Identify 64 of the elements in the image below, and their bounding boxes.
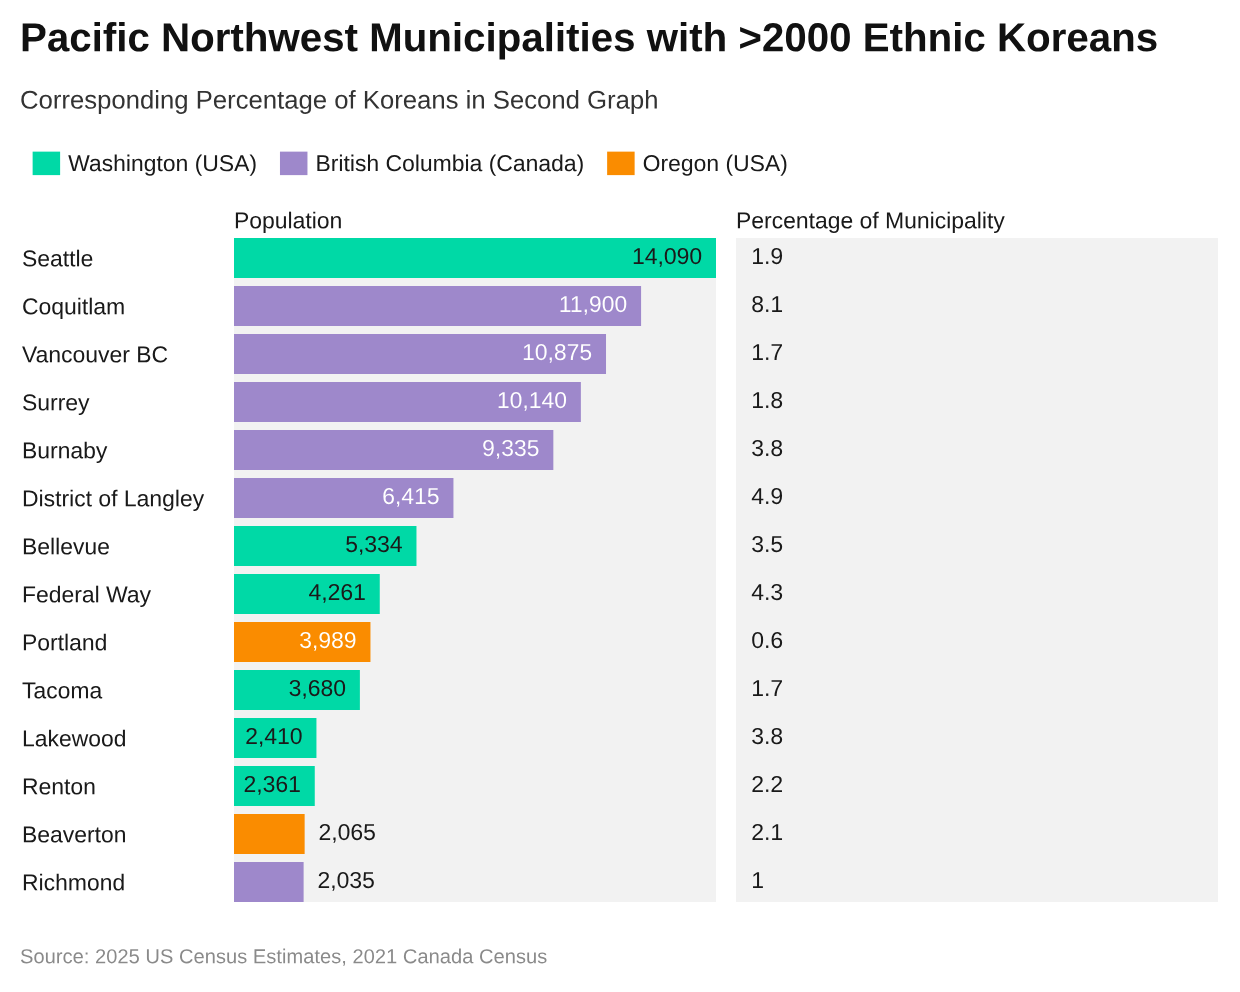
data-label: 9,335 xyxy=(483,439,539,459)
data-label: 14,090 xyxy=(633,247,702,267)
data-label: 10,140 xyxy=(498,391,567,411)
data-label: 2,410 xyxy=(246,727,302,747)
bar xyxy=(234,622,371,662)
y-tick-label: District of Langley xyxy=(23,489,205,512)
y-tick-label: Beaverton xyxy=(23,826,125,843)
y-tick-label: Coquitlam xyxy=(23,297,124,320)
data-label: 4.9 xyxy=(751,487,783,505)
y-tick-label: Portland xyxy=(23,633,106,651)
bar xyxy=(234,574,380,614)
data-label: 6,415 xyxy=(383,487,439,507)
y-tick-label: Tacoma xyxy=(22,682,103,699)
bar xyxy=(234,334,607,374)
text: Percentage of Municipality xyxy=(737,211,1005,234)
bar xyxy=(234,286,642,326)
data-label: 1.7 xyxy=(753,344,782,360)
x-axis-title: Population xyxy=(235,211,341,234)
data-label: 2.2 xyxy=(752,775,782,792)
bar xyxy=(234,862,304,902)
bar xyxy=(234,766,315,806)
y-tick-label: Richmond xyxy=(23,873,124,891)
bar xyxy=(234,430,554,470)
y-tick-label: Surrey xyxy=(23,394,90,416)
bar xyxy=(234,670,360,710)
source-note: Source: 2025 US Census Estimates, 2021 Canada Census xyxy=(20,948,547,966)
y-tick-label: Renton xyxy=(23,778,95,795)
y-tick-label: Federal Way xyxy=(23,585,151,608)
bar xyxy=(234,238,716,278)
data-label: 2.1 xyxy=(752,823,783,840)
data-label: 2,361 xyxy=(244,775,300,795)
data-label: 10,875 xyxy=(523,343,592,363)
y-tick-label: Burnaby xyxy=(23,441,108,464)
data-label: 2,065 xyxy=(319,823,375,843)
y-tick-label: Vancouver BC xyxy=(22,346,168,363)
data-label: 1.9 xyxy=(753,247,783,265)
y-tick-label: Bellevue xyxy=(23,537,109,555)
bar xyxy=(234,478,454,518)
data-label: 1 xyxy=(753,872,763,888)
legend-label: Washington (USA) xyxy=(68,154,256,176)
chart-subtitle: Corresponding Percentage of Koreans in Second Graph xyxy=(21,90,657,114)
data-label: 4.3 xyxy=(751,583,783,601)
data-label: 3.8 xyxy=(752,727,783,745)
data-label: 0.6 xyxy=(752,631,783,649)
bar xyxy=(234,382,581,422)
data-label: 11,900 xyxy=(560,295,627,315)
data-label: 1.8 xyxy=(753,391,783,409)
chart-title: Pacific Northwest Municipalities with >2000 Ethnic Koreans xyxy=(22,22,1157,60)
bar xyxy=(234,718,317,758)
bar xyxy=(234,814,305,854)
data-label: 3.8 xyxy=(752,439,783,457)
data-label: 2,035 xyxy=(318,871,374,891)
y-tick-label: Lakewood xyxy=(23,729,125,747)
legend-label: Oregon (USA) xyxy=(643,154,787,176)
legend-label: British Columbia (Canada) xyxy=(317,154,583,176)
data-label: 4,261 xyxy=(309,583,365,603)
bar xyxy=(234,526,417,566)
data-label: 5,334 xyxy=(346,535,402,555)
data-label: 1.7 xyxy=(753,680,782,696)
data-label: 8.1 xyxy=(752,295,783,313)
y-tick-label: Seattle xyxy=(23,249,93,267)
data-label: 3.5 xyxy=(752,535,783,553)
data-label: 3,989 xyxy=(300,631,356,651)
data-label: 3,680 xyxy=(289,679,346,699)
